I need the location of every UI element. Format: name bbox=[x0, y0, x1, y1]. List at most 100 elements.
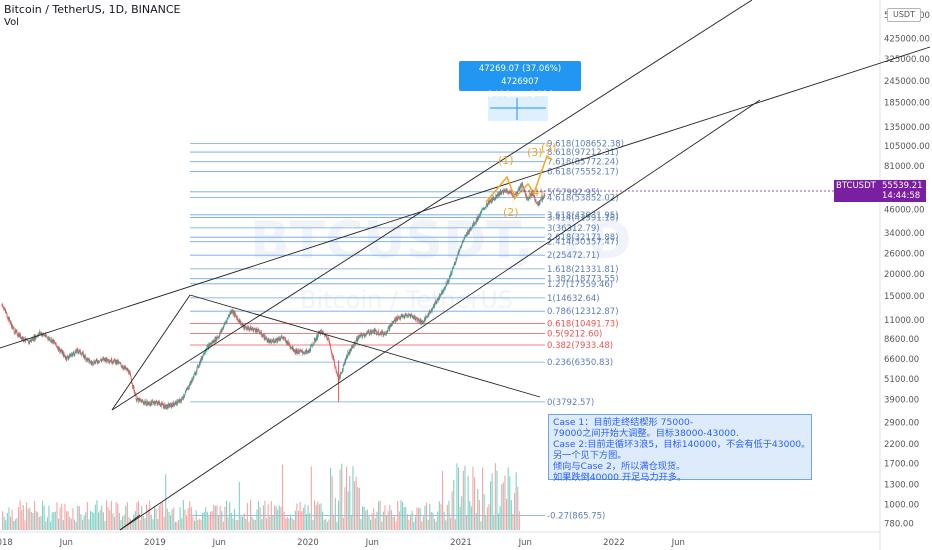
candle-body bbox=[23, 336, 25, 341]
candle-body bbox=[243, 325, 244, 328]
candle-body bbox=[271, 341, 273, 342]
candle-body bbox=[56, 347, 58, 348]
candle-body bbox=[441, 290, 443, 294]
candle-body bbox=[271, 340, 272, 343]
candle-body bbox=[300, 350, 301, 352]
candle-body bbox=[538, 200, 540, 204]
candle-body bbox=[63, 353, 65, 356]
candle-body bbox=[375, 330, 376, 331]
candle-body bbox=[328, 338, 330, 343]
volume-bar bbox=[374, 518, 376, 530]
volume-bar bbox=[347, 491, 349, 530]
candle-body bbox=[379, 334, 381, 335]
candle-body bbox=[8, 317, 10, 321]
candle-body bbox=[430, 310, 432, 313]
candle-body bbox=[360, 333, 362, 335]
candle-body bbox=[371, 331, 373, 334]
candle-body bbox=[163, 404, 165, 408]
volume-bar bbox=[363, 506, 365, 530]
candle-body bbox=[147, 401, 149, 405]
volume-bar bbox=[381, 521, 383, 530]
volume-bar bbox=[286, 516, 288, 530]
volume-bar bbox=[426, 502, 428, 530]
candle-body bbox=[71, 353, 72, 356]
candle-body bbox=[526, 197, 528, 201]
candle-body bbox=[458, 249, 460, 251]
volume-bar bbox=[291, 518, 293, 530]
candle-body bbox=[400, 316, 402, 319]
candle-body bbox=[104, 359, 106, 362]
candle-body bbox=[252, 327, 254, 332]
volume-bar bbox=[16, 517, 18, 530]
candle-body bbox=[149, 404, 151, 406]
volume-bar bbox=[354, 481, 356, 530]
candle-body bbox=[310, 344, 312, 346]
candle-body bbox=[533, 195, 535, 197]
candle-body bbox=[247, 329, 249, 331]
volume-bar bbox=[147, 509, 149, 530]
candle-body bbox=[144, 401, 146, 404]
candle-body bbox=[231, 311, 233, 313]
candle-body bbox=[357, 340, 358, 342]
volume-bar bbox=[398, 511, 400, 530]
candle-body bbox=[70, 355, 72, 356]
volume-bar bbox=[171, 509, 173, 530]
candle-body bbox=[247, 326, 249, 331]
candle-body bbox=[156, 401, 158, 405]
candle-body bbox=[223, 323, 225, 327]
candle-body bbox=[15, 329, 17, 332]
candle-body bbox=[200, 357, 202, 362]
candle-body bbox=[34, 335, 36, 340]
volume-bar bbox=[195, 510, 197, 530]
candle-body bbox=[73, 353, 75, 356]
volume-indicator-label[interactable]: Vol bbox=[4, 17, 19, 28]
trendline bbox=[0, 46, 931, 349]
candle-body bbox=[197, 365, 199, 368]
candle-body bbox=[530, 196, 532, 198]
candle-body bbox=[245, 327, 247, 329]
candle-body bbox=[82, 352, 83, 354]
candle-body bbox=[497, 192, 499, 196]
candle-body bbox=[85, 358, 87, 361]
candle-body bbox=[339, 375, 340, 378]
volume-bar bbox=[184, 509, 186, 530]
volume-bar bbox=[253, 519, 255, 530]
fib-level-label: 9.618(108652.38) bbox=[547, 139, 624, 149]
candle-body bbox=[408, 314, 410, 316]
candle-body bbox=[491, 198, 492, 203]
candle-body bbox=[315, 339, 316, 342]
candle-body bbox=[252, 327, 254, 330]
volume-bar bbox=[176, 521, 178, 530]
candle-body bbox=[66, 356, 68, 357]
candle-body bbox=[7, 318, 9, 319]
currency-button[interactable]: USDT bbox=[887, 8, 921, 22]
candle-body bbox=[406, 315, 407, 317]
candle-body bbox=[287, 343, 288, 345]
candle-body bbox=[187, 386, 189, 390]
candle-body bbox=[277, 337, 279, 340]
candle-body bbox=[326, 335, 327, 337]
volume-bar bbox=[11, 509, 13, 530]
fib-level-label: 0.382(7933.48) bbox=[547, 341, 613, 351]
candle-body bbox=[228, 316, 230, 317]
candle-body bbox=[300, 350, 302, 352]
candle-body bbox=[384, 332, 386, 335]
candle-body bbox=[195, 372, 197, 374]
analysis-note[interactable]: Case 1：目前走终结楔形 75000- 79000之间开始大调整。目标380… bbox=[548, 414, 812, 483]
volume-bar bbox=[80, 514, 82, 530]
candle-body bbox=[7, 317, 9, 319]
candle-body bbox=[58, 346, 59, 351]
volume-bar bbox=[355, 476, 357, 530]
volume-bar bbox=[152, 519, 154, 530]
candle-body bbox=[429, 310, 430, 312]
candle-body bbox=[332, 356, 334, 359]
candle-body bbox=[427, 316, 428, 318]
candle-body bbox=[397, 316, 399, 319]
candle-body bbox=[134, 392, 136, 396]
candle-body bbox=[517, 189, 519, 192]
candle-body bbox=[238, 319, 239, 321]
measure-tool-box[interactable]: 47269.07 (37.06%) 4726907 144 bars, 144d bbox=[459, 61, 581, 100]
candle-body bbox=[419, 321, 421, 323]
candle-body bbox=[387, 327, 389, 332]
